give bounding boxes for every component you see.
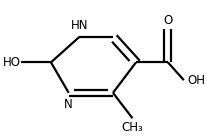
- Text: OH: OH: [187, 74, 205, 87]
- Text: HN: HN: [71, 19, 88, 32]
- Text: HO: HO: [3, 56, 21, 69]
- Text: N: N: [64, 98, 73, 111]
- Text: O: O: [163, 14, 173, 27]
- Text: CH₃: CH₃: [122, 121, 143, 134]
